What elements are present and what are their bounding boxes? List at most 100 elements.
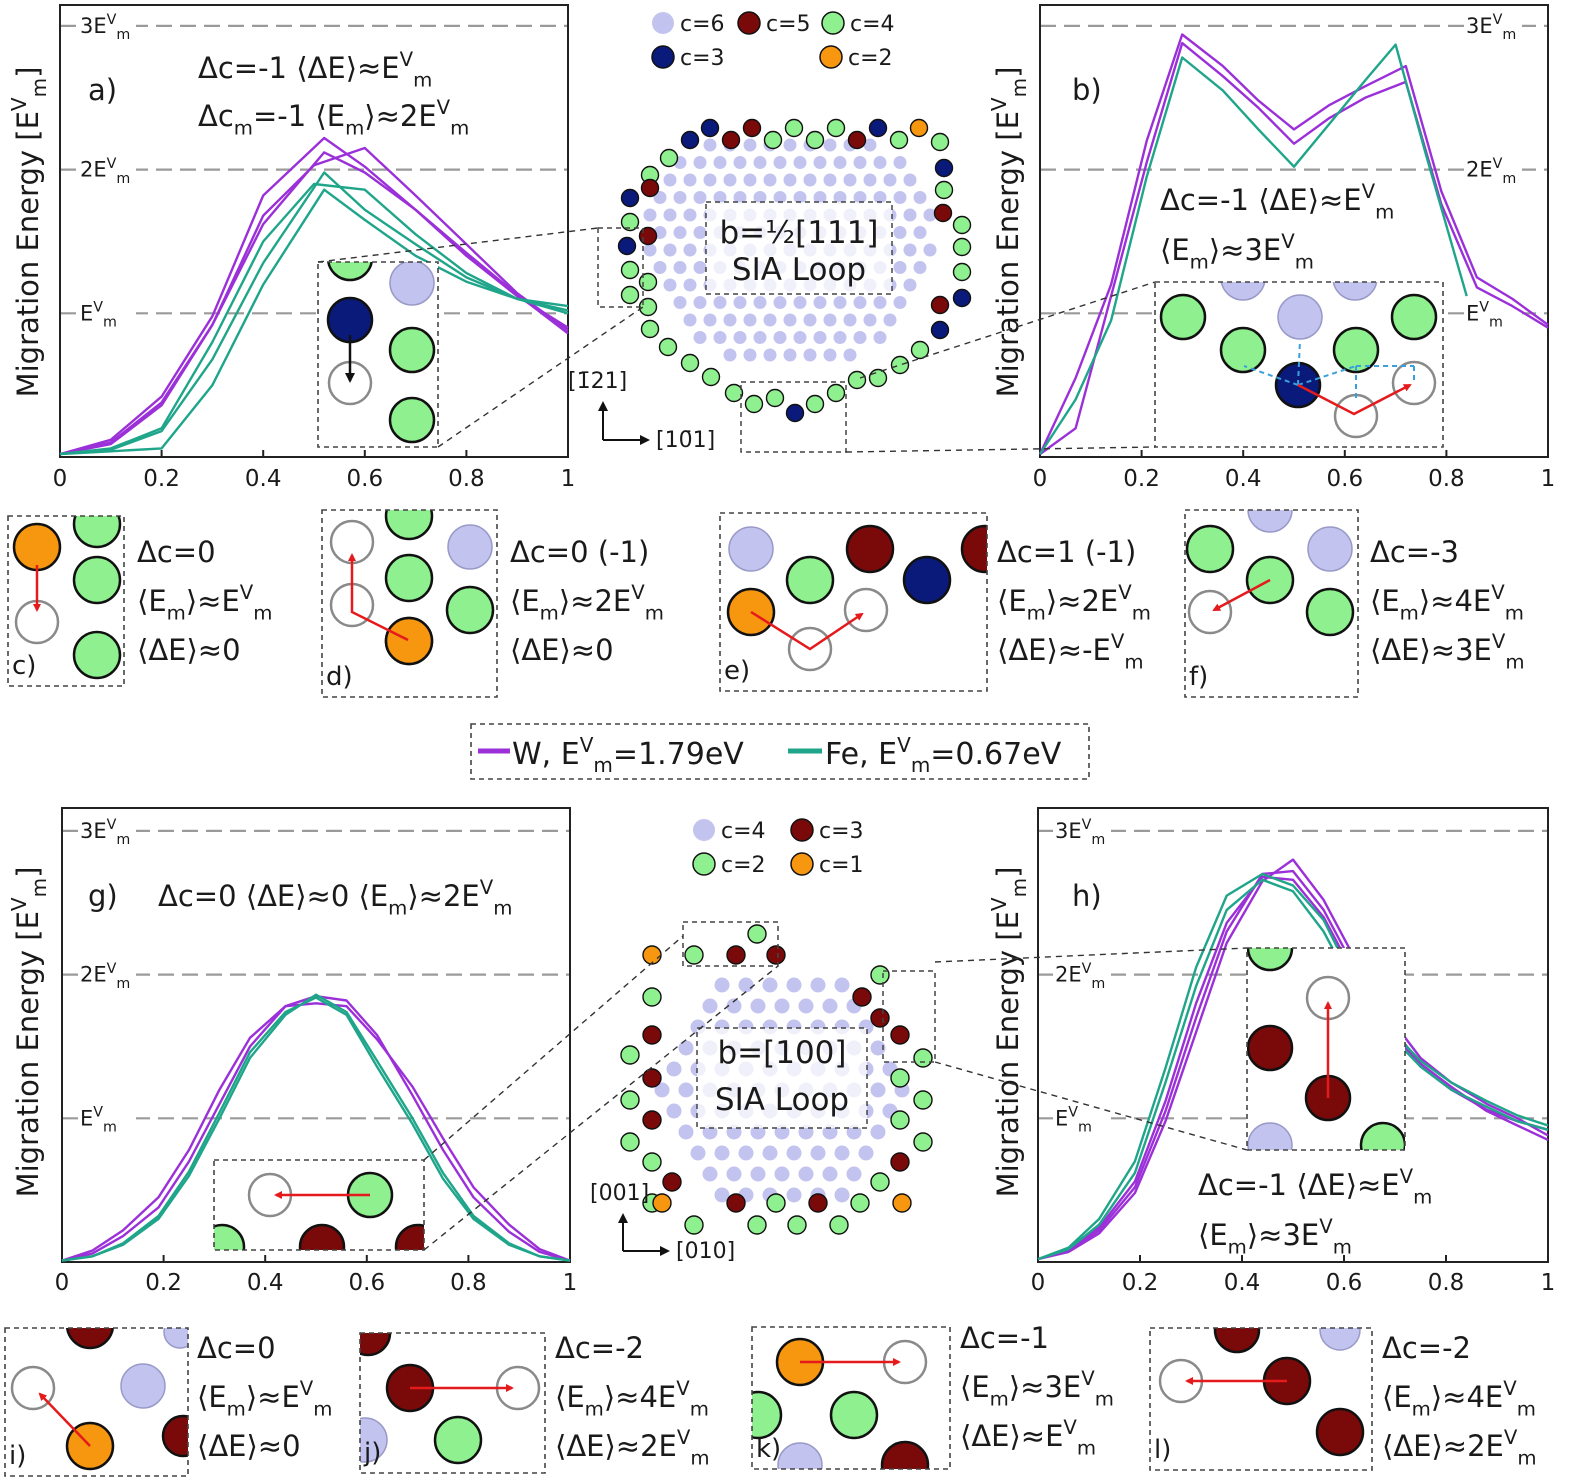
series-line-Fe <box>61 993 571 1262</box>
loop-atom <box>683 208 697 222</box>
vacancy-site <box>1391 360 1437 406</box>
loop-atom <box>813 156 827 169</box>
inset-annotation-part: ⟨ΔE⟩≈2E <box>555 1429 677 1463</box>
series-line-Fe <box>1037 878 1549 1261</box>
loop-atom <box>793 296 807 309</box>
inset-annotation-part: V <box>1118 581 1132 604</box>
reference-label-part: 2E <box>1055 963 1082 987</box>
loop-atom <box>853 331 867 344</box>
inset-content <box>1185 510 1358 697</box>
inset-annotation-part: ⟩≈3E <box>1009 1370 1081 1404</box>
atom-c4 <box>72 630 122 680</box>
inset-annotation: ⟨ΔE⟩≈0 <box>137 633 241 667</box>
inset-annotation-part: m <box>1400 602 1419 625</box>
inset-annotation-part: ⟩≈E <box>186 584 240 618</box>
loop-atom <box>643 208 657 222</box>
chart-annotation-part: m <box>1228 1236 1247 1259</box>
y-axis-label-sub: m <box>27 78 51 97</box>
x-tick-label: 0.4 <box>247 1270 284 1296</box>
reference-label-part: V <box>107 156 117 172</box>
loop-atom <box>863 138 877 152</box>
loop-atom-c4 <box>910 340 930 360</box>
reference-label: EVm <box>80 299 117 330</box>
chart-annotation-part: V <box>437 96 451 119</box>
y-axis-label-sup: V <box>7 897 31 911</box>
inset-content <box>318 262 438 447</box>
reference-label: 3EVm <box>80 817 130 848</box>
chart-annotation-part: Δc=-1 ⟨ΔE⟩≈E <box>1198 1168 1400 1202</box>
atom-c6 <box>777 1442 823 1469</box>
inset-annotation-part: V <box>1081 1367 1095 1390</box>
loop-atom-c4 <box>890 1110 910 1130</box>
reference-label-part: V <box>107 12 117 28</box>
atom-c5 <box>65 1328 115 1350</box>
inset-annotation-part: V <box>1491 581 1505 604</box>
atom-c4 <box>72 555 122 605</box>
inset-content <box>1150 1328 1372 1470</box>
chart-annotation: Δc=-1 ⟨ΔE⟩≈EVm <box>1160 180 1394 224</box>
lattice-guide <box>1297 365 1357 386</box>
chart-annotation-part: m <box>450 117 469 140</box>
chart-annotation-part: Δc <box>198 99 234 133</box>
atom-c4 <box>384 510 434 541</box>
loops-layer: c=6 c=5 c=4c=3 c=2b=½[111]SIA Loop[1̄21][10… <box>568 11 972 1264</box>
loop-atom-c5 <box>638 226 658 246</box>
atom-c6 <box>1332 282 1378 301</box>
loop-legend-label: c=3 <box>819 819 864 844</box>
chart-annotation-part: ⟩≈2E <box>364 99 436 133</box>
chart-annotation-part: ⟨E <box>1198 1218 1228 1252</box>
atom-c5 <box>298 1223 346 1250</box>
loop-atom-c4 <box>680 353 700 373</box>
loop-atom <box>843 313 857 327</box>
reference-label-part: V <box>107 961 117 977</box>
loop-atom <box>663 173 677 187</box>
loop-atom <box>753 331 767 344</box>
inset-annotation-part: ⟨E <box>960 1370 990 1404</box>
series-line-W <box>59 146 569 456</box>
chart-annotation: Δc=-1 ⟨ΔE⟩≈EVm <box>1198 1165 1432 1209</box>
x-tick-label: 0 <box>53 466 68 492</box>
reference-label-part: E <box>80 301 93 325</box>
loop-legend-label: c=6 <box>680 12 725 37</box>
loop-atom-c3 <box>617 236 637 256</box>
loop-atom <box>870 1040 886 1056</box>
loop-atom-c4 <box>913 1048 933 1068</box>
loop-atom-c4 <box>638 272 658 292</box>
loop-atom <box>853 296 867 309</box>
inset-annotation-part: Δc=-3 <box>1370 535 1459 569</box>
chart-annotation-part: m <box>1190 251 1209 274</box>
reference-label-part: 3E <box>80 14 107 38</box>
inset-annotation-part: m <box>1517 1398 1536 1421</box>
chart-annotation-part: m <box>413 69 432 92</box>
loop-atom-c4 <box>747 924 767 944</box>
inset-content <box>720 513 987 691</box>
loop-atom <box>702 998 718 1014</box>
inset-annotation: ⟨ΔE⟩≈2EVm <box>1382 1426 1537 1470</box>
x-tick-label: 0.2 <box>145 1270 182 1296</box>
inset-content <box>1155 282 1443 447</box>
y-axis-label: Migration Energy [EVm] <box>7 67 51 398</box>
reference-label-part: m <box>116 171 130 187</box>
loop-atom <box>693 296 707 309</box>
chart-annotation-part: Δc=-1 ⟨ΔE⟩≈E <box>198 51 400 85</box>
zoom-guide <box>859 281 1156 379</box>
chart-annotation-part: Δc=0 ⟨ΔE⟩≈0 ⟨E <box>158 879 388 913</box>
reference-label-part: V <box>93 299 103 315</box>
loop-atom-c5 <box>852 987 872 1007</box>
loop-atom-c4 <box>620 285 640 305</box>
inset-annotation-part: V <box>1063 1416 1077 1439</box>
loop-legend-label: c=2 <box>721 853 766 878</box>
loop-atom-c5 <box>808 1193 828 1213</box>
atom-c6 <box>163 1328 188 1349</box>
loop-atom <box>893 296 907 309</box>
x-tick-label: 0.4 <box>245 466 282 492</box>
loop-atom-c4 <box>952 237 972 257</box>
y-axis-label-sub: m <box>1007 78 1031 97</box>
loop-atom <box>883 173 897 187</box>
series-line-Fe <box>61 996 571 1262</box>
loop-atom <box>673 261 687 274</box>
loop-legend-marker <box>652 12 674 34</box>
atom-c6 <box>447 524 493 570</box>
loop-atom-c4 <box>640 319 660 339</box>
